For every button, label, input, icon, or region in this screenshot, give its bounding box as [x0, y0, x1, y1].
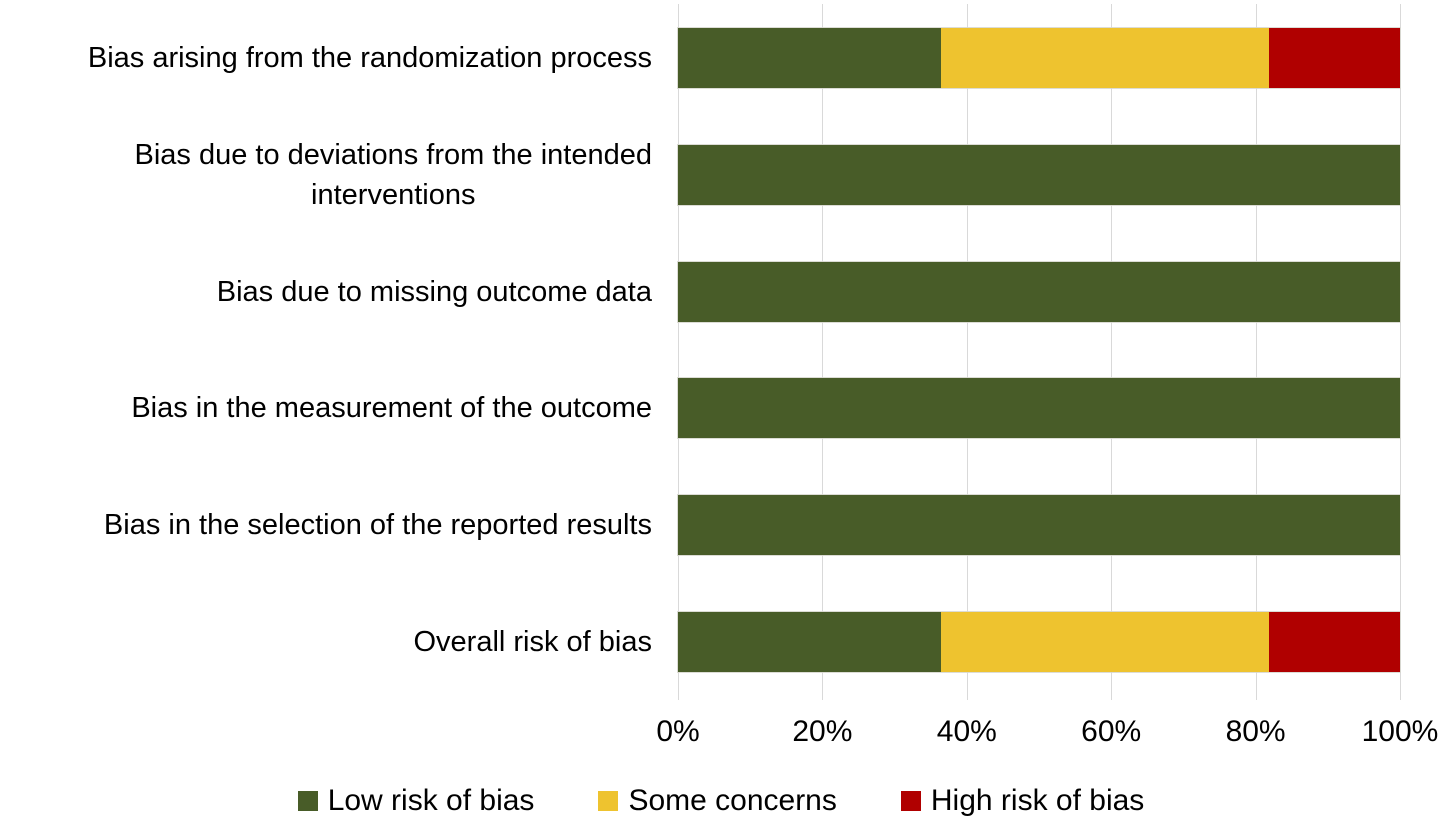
- legend-swatch: [297, 790, 318, 811]
- legend-swatch: [900, 790, 921, 811]
- category-label: Bias arising from the randomization proc…: [0, 0, 678, 117]
- gridline: [1111, 4, 1113, 700]
- bar-segment-low-risk-of-bias: [678, 145, 1400, 205]
- bar-row: [678, 145, 1400, 205]
- bar-segment-some-concerns: [940, 28, 1269, 89]
- legend-item: Low risk of bias: [297, 781, 535, 821]
- gridline: [1255, 4, 1257, 700]
- bar-row: [678, 261, 1400, 322]
- category-label-text: Bias due to deviations from the intended…: [134, 138, 653, 211]
- legend-swatch: [598, 790, 619, 811]
- bar-segment-low-risk-of-bias: [678, 28, 941, 89]
- category-label: Bias due to missing outcome data: [0, 233, 678, 350]
- legend-item: High risk of bias: [900, 781, 1145, 821]
- bar-row: [678, 611, 1400, 672]
- legend-label: Low risk of bias: [327, 783, 535, 817]
- category-label-text: Bias in the measurement of the outcome: [131, 392, 652, 425]
- gridline: [822, 4, 824, 700]
- legend-label: High risk of bias: [930, 783, 1145, 817]
- legend-item: Some concerns: [598, 781, 837, 821]
- category-label-text: Bias in the selection of the reported re…: [103, 508, 652, 541]
- bar-segment-low-risk-of-bias: [678, 611, 941, 672]
- category-label-text: Bias arising from the randomization proc…: [87, 42, 652, 75]
- category-label: Bias in the measurement of the outcome: [0, 350, 678, 467]
- bar-segment-some-concerns: [940, 611, 1269, 672]
- bar-segment-low-risk-of-bias: [678, 261, 1400, 322]
- category-axis-labels: Bias arising from the randomization proc…: [0, 0, 678, 700]
- category-label: Bias due to deviations from the intended…: [0, 117, 678, 234]
- plot-area: [678, 0, 1401, 700]
- bar-row: [678, 378, 1400, 439]
- x-axis: 0% 20% 40% 60% 80% 100%: [656, 712, 1438, 756]
- legend-label: Some concerns: [628, 783, 837, 817]
- category-label-text: Bias due to missing outcome data: [216, 275, 652, 308]
- x-tick-label: 40%: [936, 715, 997, 748]
- x-tick-label: 100%: [1361, 715, 1439, 748]
- bar-segment-low-risk-of-bias: [678, 378, 1400, 439]
- gridline: [678, 4, 679, 700]
- bar-row: [678, 28, 1400, 89]
- category-label: Overall risk of bias: [0, 583, 678, 700]
- bar-segment-low-risk-of-bias: [678, 495, 1400, 555]
- x-tick-label: 0%: [656, 715, 700, 748]
- category-label-text: Overall risk of bias: [413, 625, 652, 658]
- gridline: [1400, 4, 1401, 700]
- x-tick-label: 80%: [1225, 715, 1286, 748]
- category-label: Bias in the selection of the reported re…: [0, 467, 678, 584]
- x-tick-label: 60%: [1081, 715, 1142, 748]
- x-tick-label: 20%: [792, 715, 853, 748]
- legend: Low risk of bias Some concerns High risk o…: [0, 778, 1442, 823]
- bar-segment-high-risk-of-bias: [1268, 611, 1400, 672]
- bar-row: [678, 495, 1400, 555]
- gridline: [966, 4, 968, 700]
- bar-segment-high-risk-of-bias: [1268, 28, 1400, 89]
